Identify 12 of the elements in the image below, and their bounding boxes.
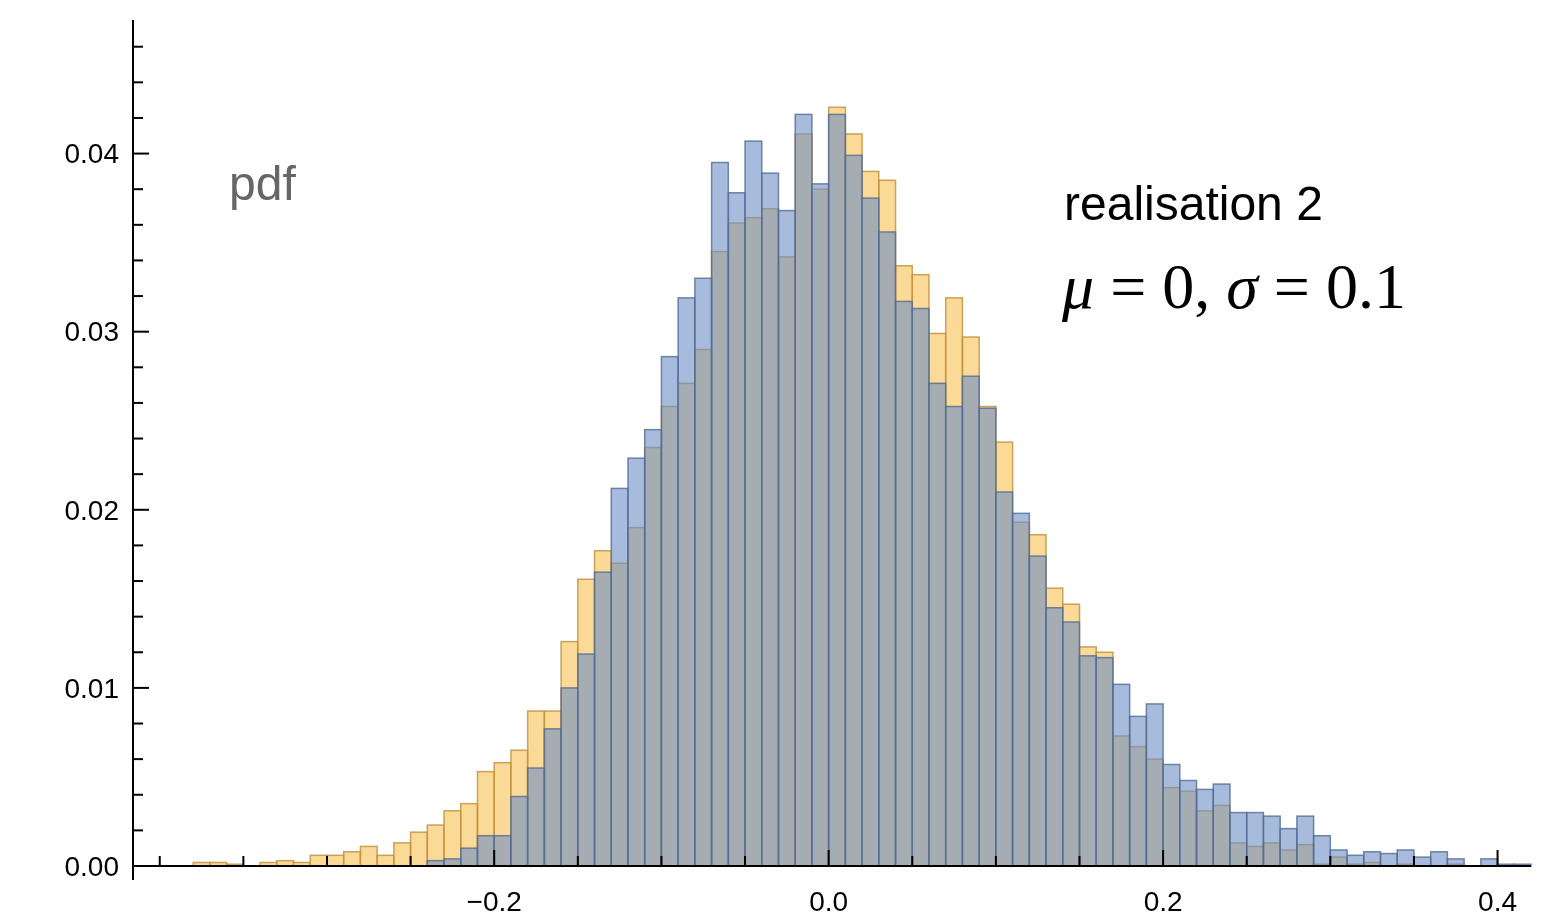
x-tick-label: 0.2 xyxy=(1143,886,1183,917)
y-tick-label: 0.03 xyxy=(64,316,119,348)
y-tick-label: 0.02 xyxy=(64,494,119,526)
x-tick-label: 0.0 xyxy=(809,886,849,917)
x-tick-label: −0.2 xyxy=(466,886,522,917)
y-tick-label: 0.04 xyxy=(64,138,119,170)
y-tick-label: 0.00 xyxy=(64,850,119,882)
text: μ = 0, σ = 0.1 xyxy=(1062,251,1406,322)
x-tick-label: 0.4 xyxy=(1478,886,1518,917)
annotation: realisation 2 xyxy=(1064,177,1323,230)
y-axis-title: pdf xyxy=(229,157,297,210)
y-tick-label: 0.01 xyxy=(64,672,119,704)
